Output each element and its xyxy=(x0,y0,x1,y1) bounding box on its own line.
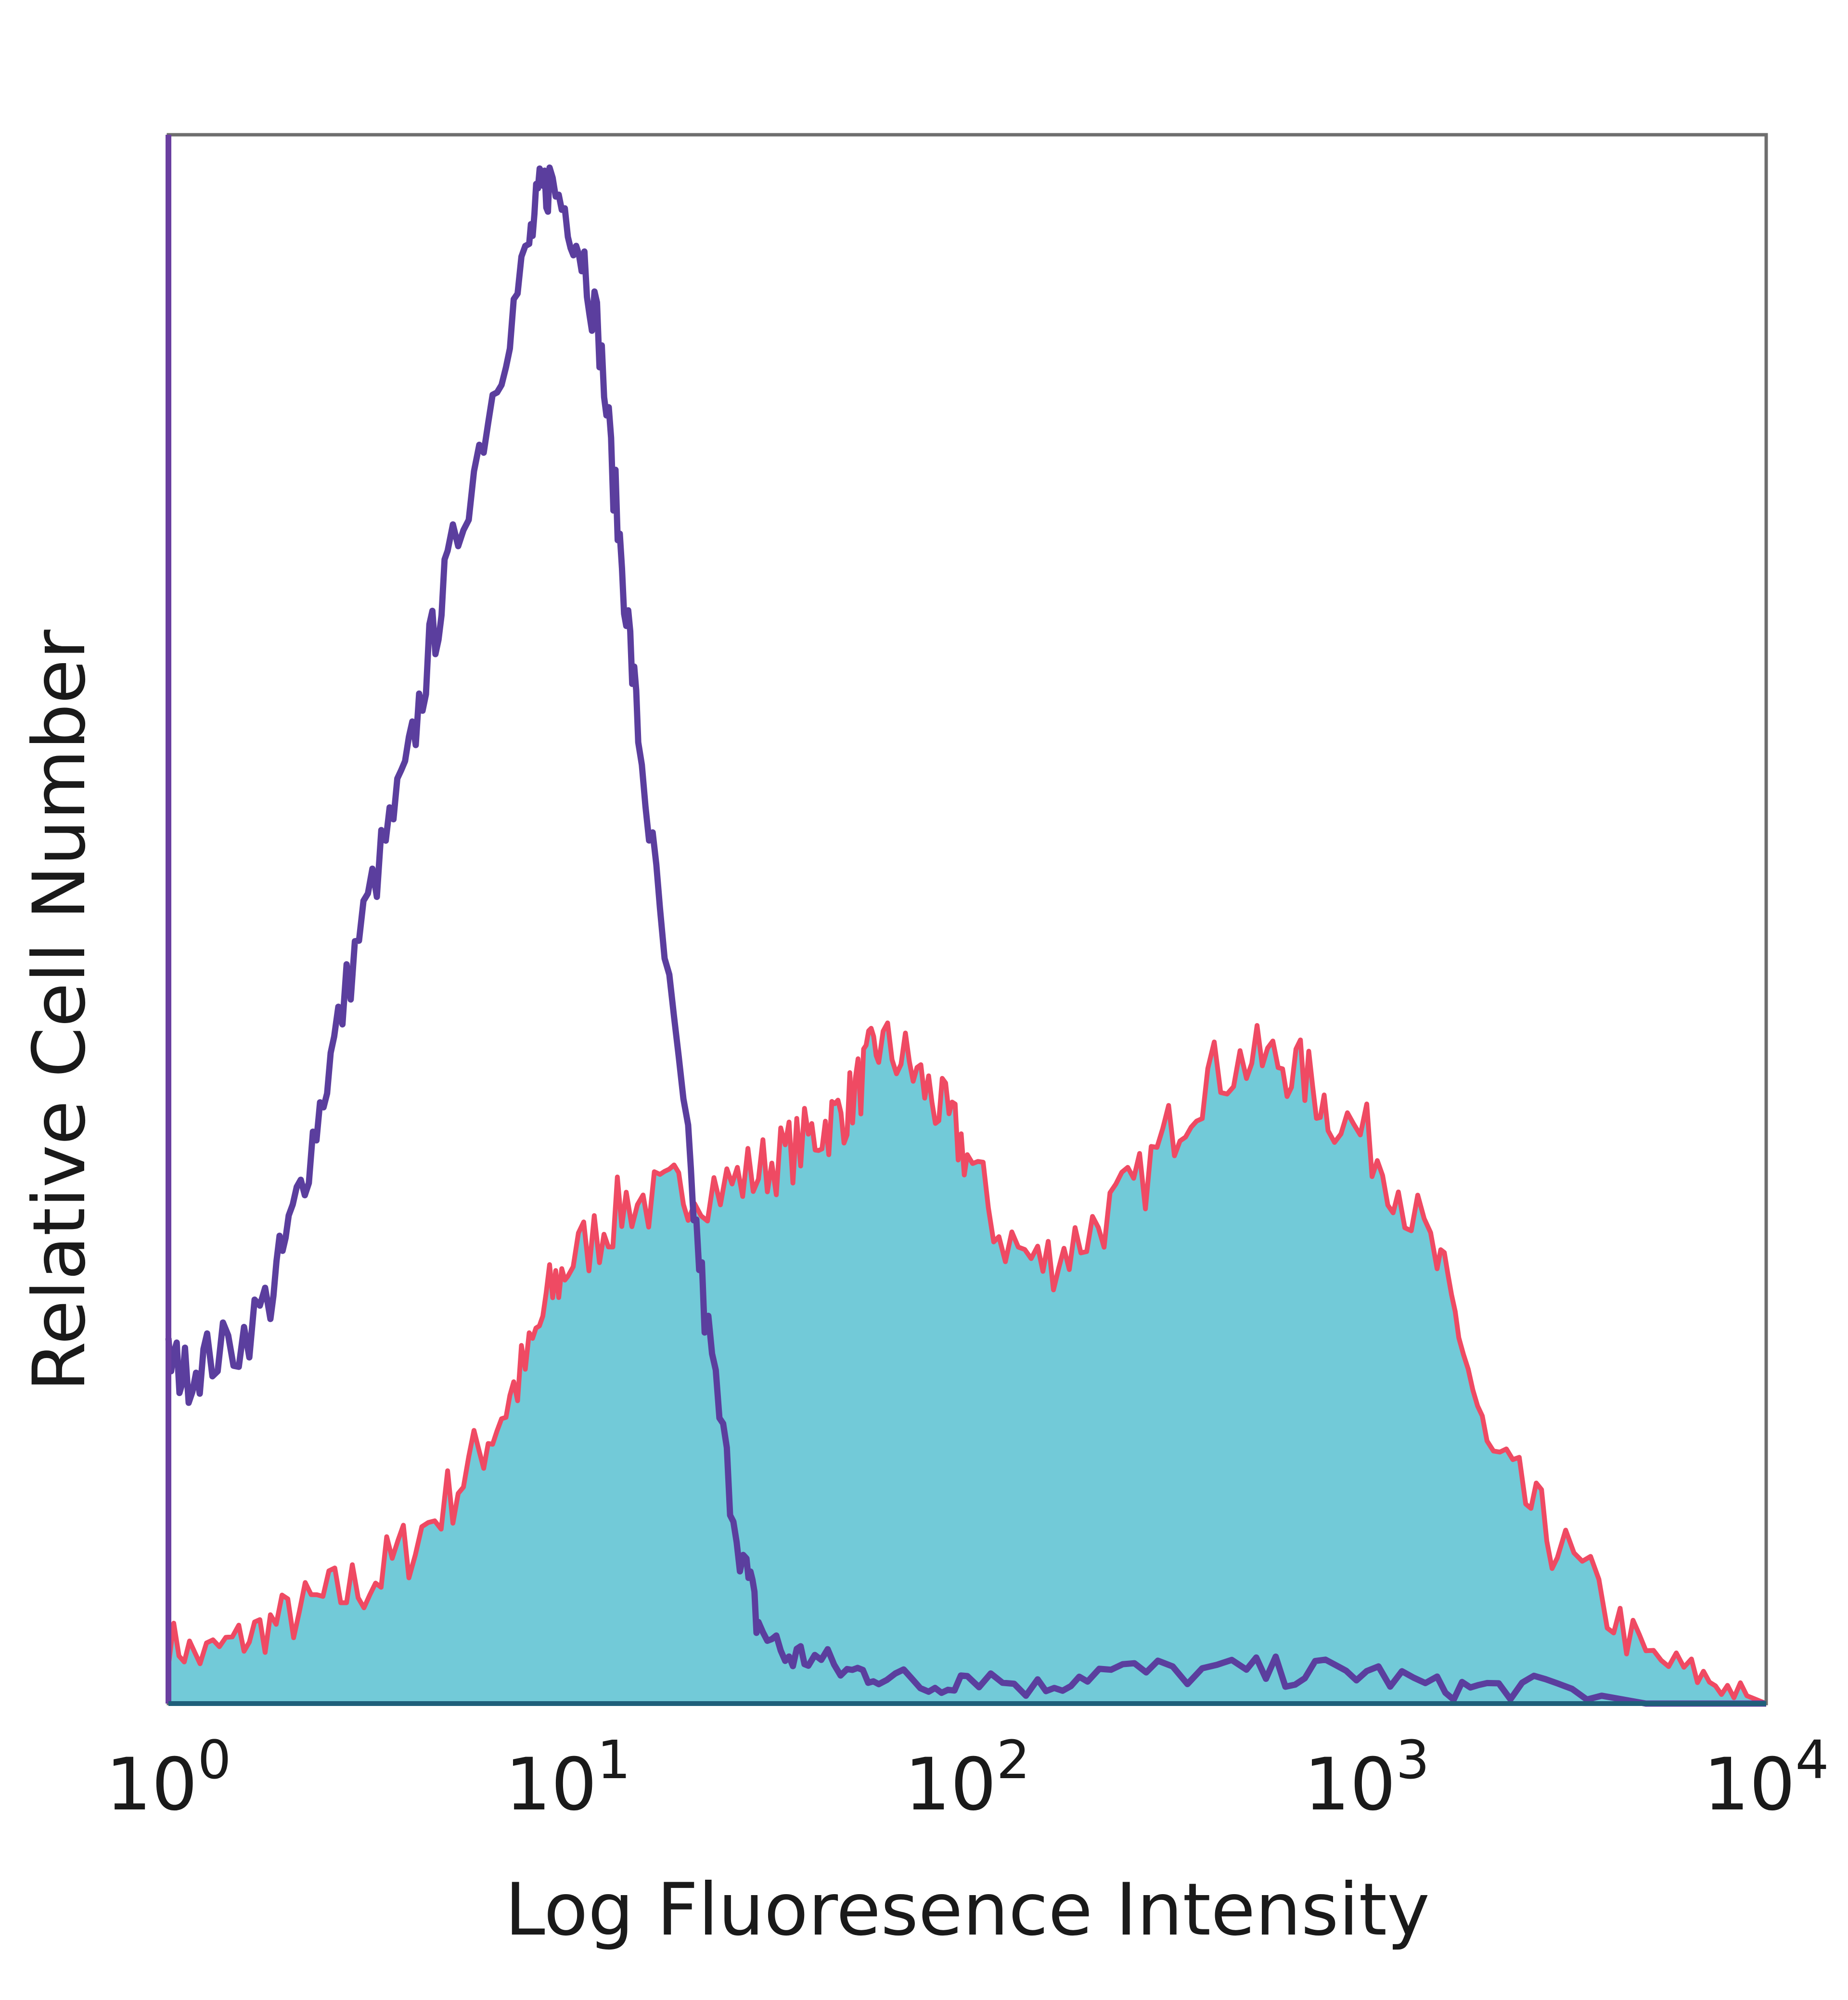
x-tick-label-3: 103 xyxy=(1304,1729,1430,1827)
x-tick-label-1: 101 xyxy=(505,1729,631,1827)
stained-sample-outline xyxy=(166,1020,1767,1706)
x-tick-labels: 100 101 102 103 104 xyxy=(106,1729,1829,1827)
y-axis-label: Relative Cell Number xyxy=(18,629,102,1392)
stained-sample-area xyxy=(168,1023,1766,1704)
isotype-control-line xyxy=(165,164,1766,1707)
x-tick-label-0: 100 xyxy=(106,1729,231,1827)
series-layer xyxy=(165,164,1767,1707)
x-tick-label-2: 102 xyxy=(905,1729,1030,1827)
x-tick-label-4: 104 xyxy=(1704,1729,1829,1827)
x-axis-label: Log Fluoresence Intensity xyxy=(505,1868,1430,1952)
